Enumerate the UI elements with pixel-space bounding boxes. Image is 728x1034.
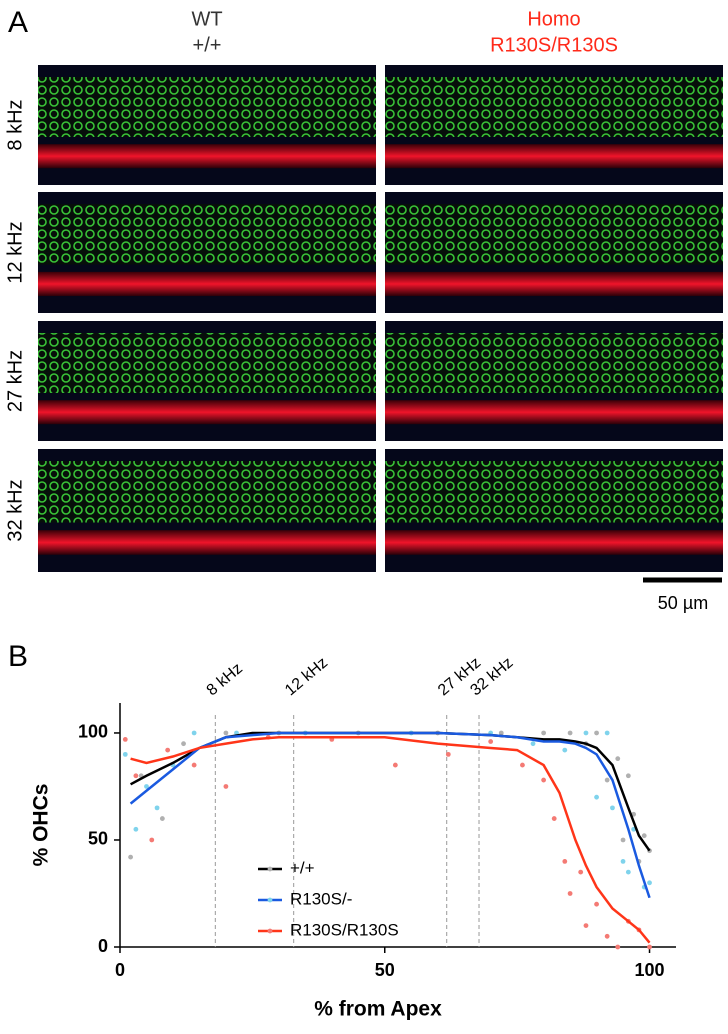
legend-label: R130S/R130S <box>290 920 399 939</box>
data-point <box>541 730 547 736</box>
row-label: 27 kHz <box>4 350 26 412</box>
data-point <box>541 777 547 783</box>
data-point <box>594 730 599 736</box>
x-tick-label: 100 <box>635 960 665 980</box>
data-point <box>620 837 626 843</box>
pillar-band <box>385 530 723 555</box>
data-point <box>594 901 599 907</box>
data-point <box>562 747 568 753</box>
data-point <box>191 730 197 736</box>
data-point <box>583 730 589 736</box>
data-point <box>498 730 504 736</box>
data-point <box>615 756 621 762</box>
y-tick-label: 100 <box>78 722 108 742</box>
data-point <box>615 944 621 950</box>
data-point <box>445 751 451 757</box>
column-title: Homo <box>527 8 580 30</box>
data-point <box>604 730 610 736</box>
data-point <box>530 741 536 747</box>
pillar-band <box>38 144 376 169</box>
series-line <box>129 731 651 852</box>
hair-cells <box>385 461 723 523</box>
data-point <box>154 805 160 811</box>
column-subtitle: R130S/R130S <box>490 34 618 56</box>
hair-cells <box>385 333 723 393</box>
reference-label: 8 kHz <box>204 660 246 699</box>
panel-label: A <box>8 6 28 39</box>
data-point <box>641 833 647 839</box>
data-point <box>392 762 398 768</box>
hair-cells <box>38 333 376 393</box>
scale-bar-label: 50 µm <box>658 593 708 613</box>
row-label: 8 kHz <box>4 99 26 150</box>
hair-cells <box>38 204 376 265</box>
hair-cells <box>385 77 723 137</box>
data-point <box>223 784 229 789</box>
data-point <box>604 777 610 783</box>
data-point <box>520 762 525 768</box>
data-point <box>583 923 589 928</box>
data-point <box>122 736 128 742</box>
hair-cells <box>385 204 723 265</box>
pillar-band <box>38 400 376 425</box>
data-point <box>223 730 229 736</box>
pillar-band <box>38 530 376 555</box>
data-point <box>562 858 568 864</box>
x-tick-label: 0 <box>115 960 125 980</box>
pillar-band <box>385 271 723 297</box>
data-point <box>567 891 573 896</box>
legend-label: R130S/- <box>290 889 352 908</box>
data-point <box>488 739 494 744</box>
legend-label: +/+ <box>290 858 315 877</box>
column-subtitle: +/+ <box>193 34 222 56</box>
panel-b: B 0 50 100 0 50 100 % from Apex % OHCs 8 kHz 12 kH… <box>8 640 676 1021</box>
pillar-band <box>38 271 376 297</box>
pillar-band <box>385 400 723 425</box>
data-point <box>594 794 599 800</box>
y-tick-label: 0 <box>98 936 108 956</box>
column-title: WT <box>191 8 222 30</box>
panel-a: WT +/+ Homo R130S/R130S 8 kHz 12 kHz 27 kHz 32 … <box>4 8 723 613</box>
data-point <box>149 837 155 843</box>
legend-dot <box>267 928 273 934</box>
y-axis-label: % OHCs <box>30 784 53 867</box>
pillar-band <box>385 144 723 169</box>
data-point <box>620 858 626 864</box>
y-tick-label: 50 <box>88 829 108 849</box>
data-point <box>128 854 133 860</box>
data-point <box>165 747 171 753</box>
data-point <box>578 869 584 875</box>
data-point <box>551 816 557 821</box>
x-axis-label: % from Apex <box>314 998 442 1021</box>
hair-cells <box>38 461 376 523</box>
data-point <box>181 741 186 747</box>
data-point <box>604 933 610 939</box>
row-label: 12 kHz <box>4 221 26 283</box>
data-point <box>625 773 631 779</box>
reference-label: 12 kHz <box>282 654 331 699</box>
data-point <box>133 773 139 779</box>
data-point <box>191 762 197 768</box>
data-point <box>133 826 139 832</box>
data-point <box>159 816 165 821</box>
data-point <box>122 751 128 757</box>
data-point <box>625 869 631 875</box>
series-line <box>130 735 651 944</box>
data-point <box>647 944 652 950</box>
data-point <box>567 730 573 736</box>
data-point <box>144 784 149 789</box>
series-line <box>129 731 651 899</box>
data-point <box>647 880 652 886</box>
hair-cells <box>38 77 376 137</box>
data-point <box>610 805 615 811</box>
row-label: 32 kHz <box>4 479 26 541</box>
panel-label: B <box>8 640 28 673</box>
legend-dot <box>267 866 273 872</box>
legend-dot <box>267 897 273 903</box>
x-tick-label: 50 <box>375 960 395 980</box>
